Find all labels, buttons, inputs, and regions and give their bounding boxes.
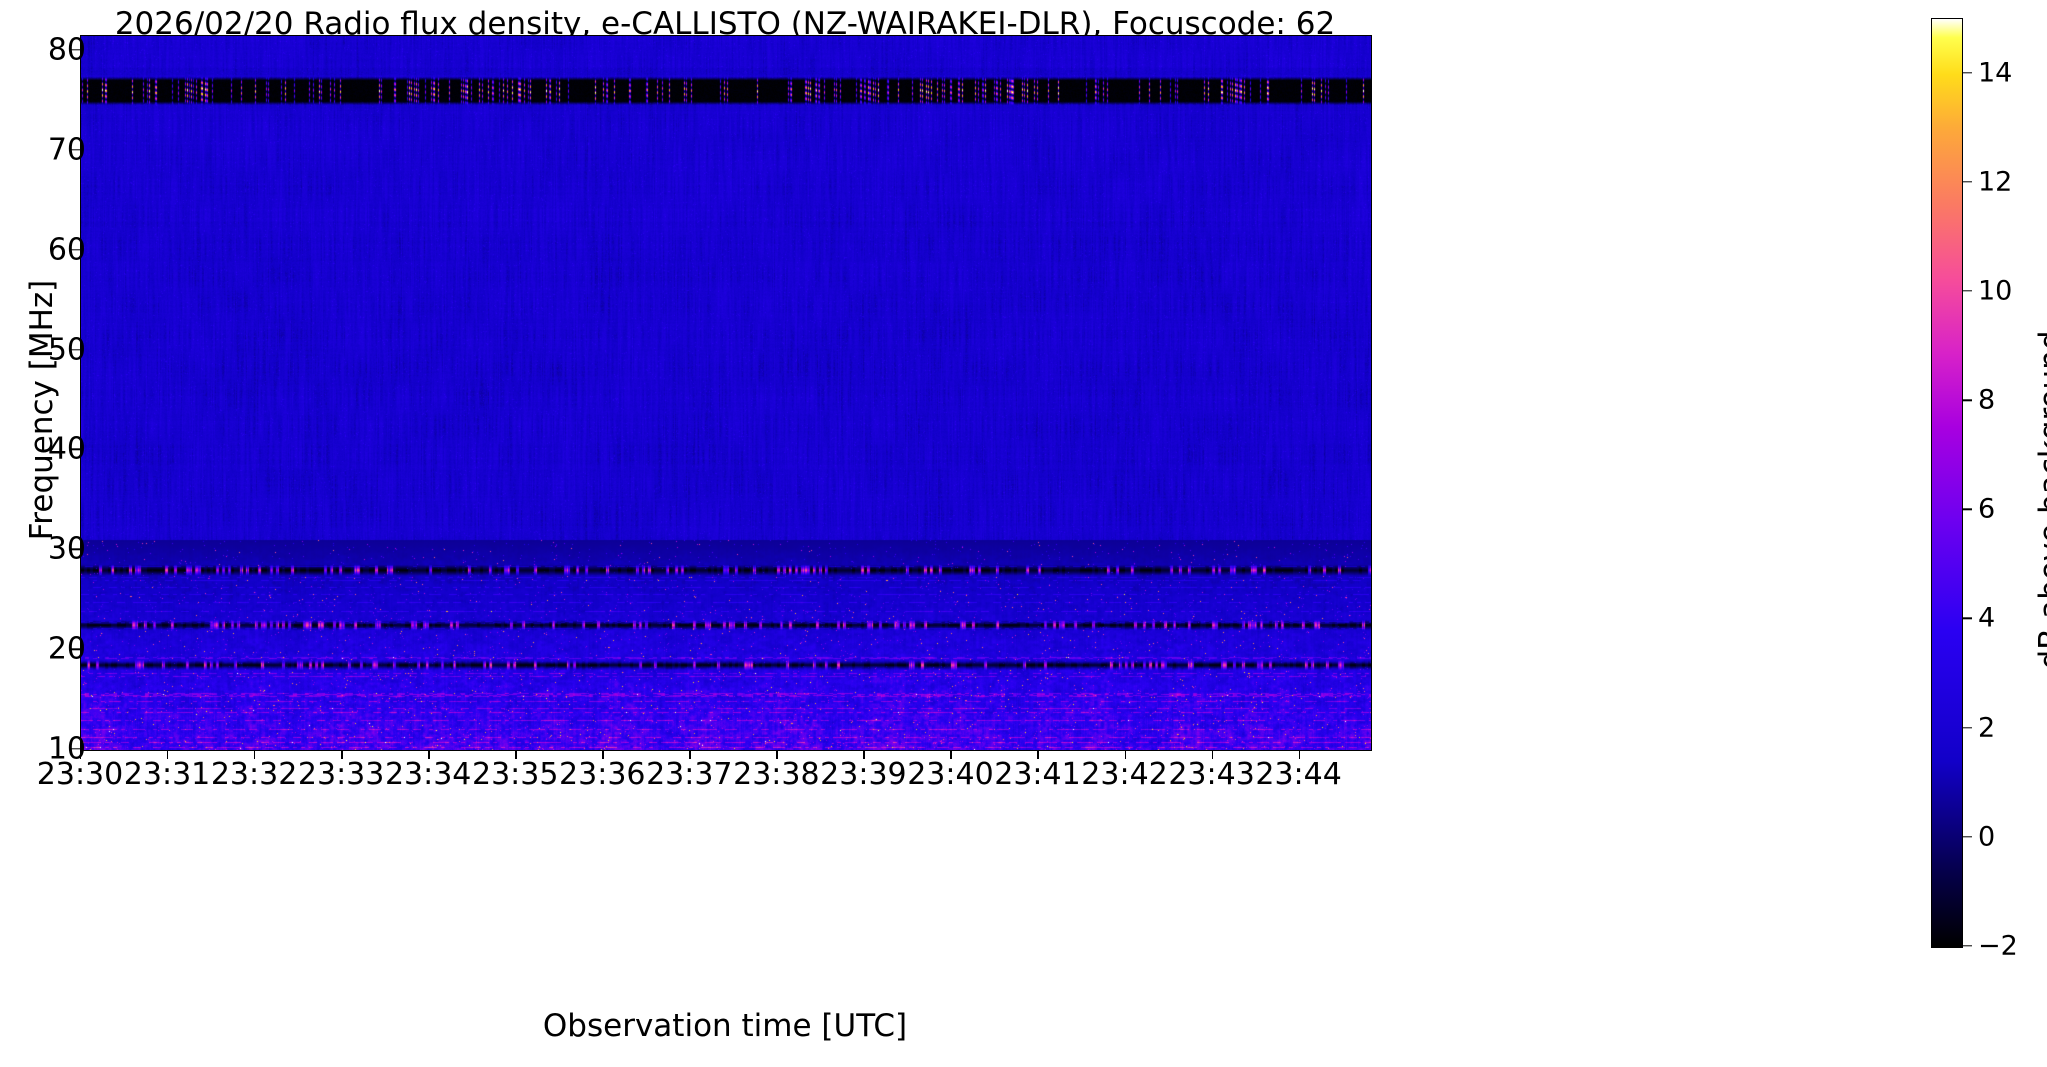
y-tick-label: 10 <box>47 731 86 767</box>
colorbar-tick-label: 8 <box>1978 384 1996 416</box>
colorbar[interactable] <box>1931 18 1963 948</box>
x-tick-mark <box>602 750 604 759</box>
colorbar-gradient <box>1932 19 1962 947</box>
colorbar-tick-mark <box>1963 399 1972 401</box>
x-tick-mark <box>341 750 343 759</box>
colorbar-tick-mark <box>1963 71 1972 74</box>
x-tick-label: 23:38 <box>733 757 820 792</box>
colorbar-tick-label: 2 <box>1978 712 1996 744</box>
x-tick-label: 23:30 <box>36 757 124 792</box>
x-tick-label: 23:35 <box>471 757 559 792</box>
y-tick-mark <box>71 348 80 351</box>
x-tick-label: 23:32 <box>210 757 298 792</box>
colorbar-tick-label: −2 <box>1978 930 2018 962</box>
x-tick-mark <box>254 750 256 759</box>
colorbar-tick-label: 12 <box>1978 166 2013 198</box>
y-tick-label: 50 <box>47 332 86 368</box>
x-tick-mark <box>1211 750 1213 759</box>
y-tick-label: 40 <box>47 431 86 467</box>
x-tick-mark <box>515 750 517 759</box>
x-tick-mark <box>863 750 865 759</box>
x-tick-mark <box>1124 750 1126 759</box>
spectrogram-plot[interactable] <box>80 35 1372 751</box>
x-tick-label: 23:37 <box>646 757 733 792</box>
x-tick-label: 23:42 <box>1081 757 1168 792</box>
x-tick-mark <box>428 750 430 759</box>
y-tick-mark <box>71 248 80 251</box>
x-tick-label: 23:36 <box>559 757 646 792</box>
colorbar-tick-mark <box>1963 726 1972 729</box>
colorbar-tick-mark <box>1963 290 1972 292</box>
y-tick-mark <box>71 448 80 451</box>
x-tick-mark <box>950 750 952 759</box>
x-tick-mark <box>776 750 778 759</box>
colorbar-tick-label: 6 <box>1978 493 1996 525</box>
x-tick-mark <box>167 750 169 759</box>
colorbar-tick-mark <box>1963 945 1972 947</box>
colorbar-tick-label: 10 <box>1978 275 2013 307</box>
x-tick-label: 23:40 <box>907 757 994 792</box>
y-tick-label: 30 <box>47 531 86 567</box>
x-tick-mark <box>1037 750 1039 759</box>
x-tick-label: 23:33 <box>297 757 385 792</box>
x-axis-label: Observation time [UTC] <box>542 1008 908 1044</box>
y-tick-mark <box>71 648 80 650</box>
x-tick-label: 23:39 <box>820 757 907 792</box>
colorbar-tick-mark <box>1963 836 1972 838</box>
y-tick-label: 70 <box>47 132 86 168</box>
colorbar-label: dB above background <box>2033 330 2047 670</box>
colorbar-tick-mark <box>1963 508 1972 510</box>
colorbar-tick-mark <box>1963 617 1972 620</box>
colorbar-tick-mark <box>1963 181 1972 183</box>
x-tick-label: 23:31 <box>123 757 211 792</box>
x-tick-label: 23:43 <box>1168 757 1255 792</box>
y-tick-label: 60 <box>47 232 86 268</box>
y-tick-label: 80 <box>47 32 86 68</box>
y-tick-label: 20 <box>47 631 86 667</box>
y-tick-mark <box>71 748 80 750</box>
y-tick-mark <box>71 548 80 550</box>
colorbar-tick-label: 14 <box>1978 57 2013 89</box>
x-tick-label: 23:41 <box>994 757 1081 792</box>
x-tick-label: 23:44 <box>1255 757 1342 792</box>
x-tick-label: 23:34 <box>384 757 472 792</box>
spectrogram-image <box>81 36 1371 750</box>
y-tick-mark <box>71 149 80 151</box>
x-tick-mark <box>689 750 691 759</box>
colorbar-tick-label: 0 <box>1978 821 1996 853</box>
colorbar-tick-label: 4 <box>1978 602 1996 634</box>
x-tick-mark <box>80 750 82 759</box>
y-tick-mark <box>71 49 80 51</box>
x-tick-mark <box>1298 750 1300 759</box>
